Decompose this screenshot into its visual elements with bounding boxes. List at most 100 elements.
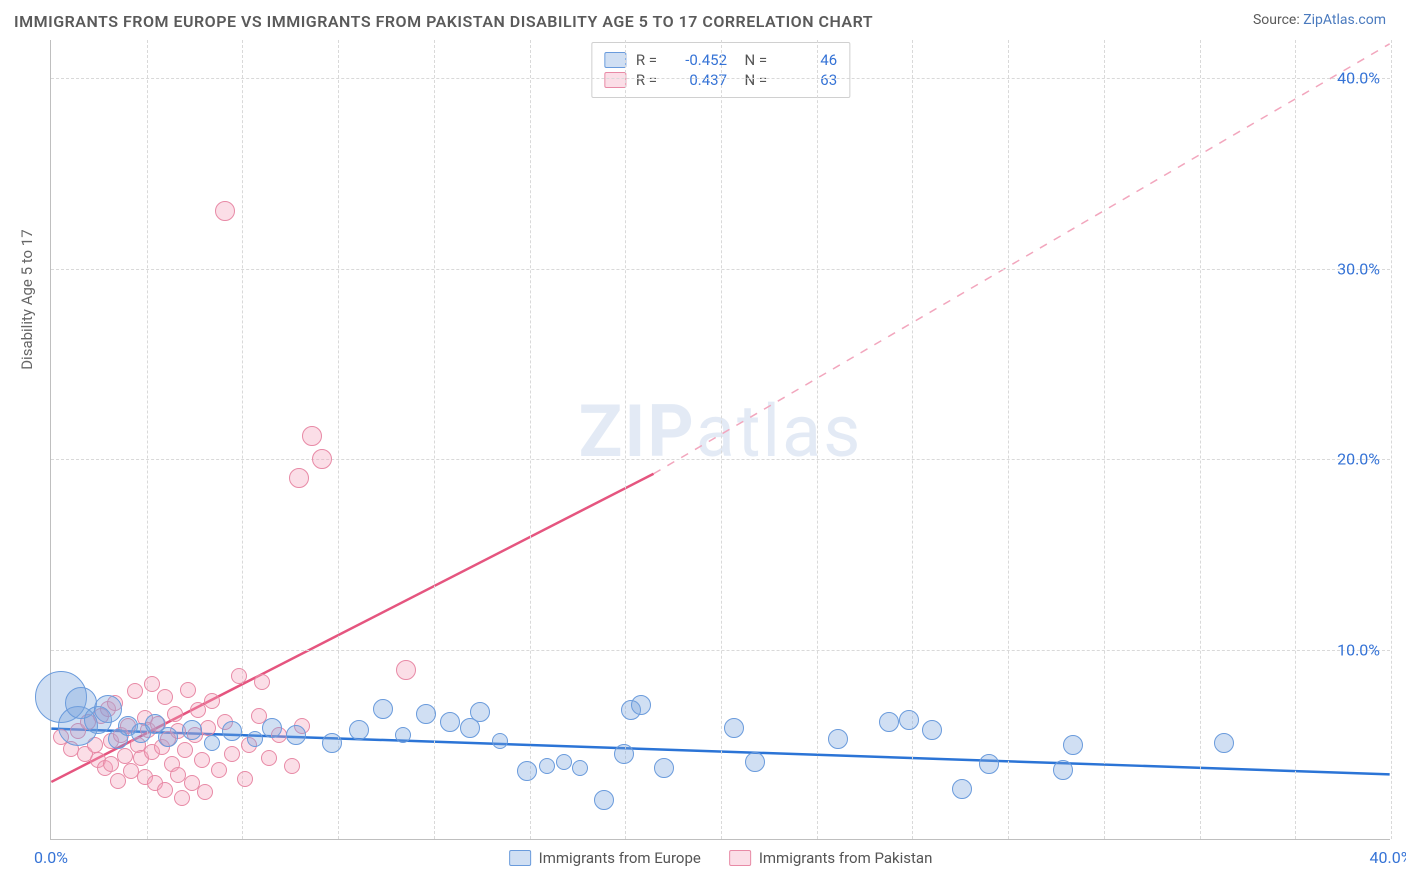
r-value-pakistan: 0.437 xyxy=(667,71,727,89)
series-legend: Immigrants from Europe Immigrants from P… xyxy=(509,849,933,867)
point-pakistan xyxy=(157,689,173,705)
point-pakistan xyxy=(157,782,173,798)
n-label: N = xyxy=(737,71,767,89)
source-link[interactable]: ZipAtlas.com xyxy=(1303,12,1386,28)
point-europe xyxy=(322,733,342,753)
point-pakistan xyxy=(396,660,416,680)
point-europe xyxy=(349,720,369,740)
point-europe xyxy=(745,752,765,772)
point-pakistan xyxy=(231,668,247,684)
swatch-europe xyxy=(604,52,626,68)
r-label: R = xyxy=(636,51,657,69)
y-tick-label: 40.0% xyxy=(1337,69,1380,88)
point-europe xyxy=(899,710,919,730)
point-pakistan xyxy=(200,720,216,736)
point-europe xyxy=(247,731,263,747)
point-europe xyxy=(654,758,674,778)
point-pakistan xyxy=(180,682,196,698)
point-pakistan xyxy=(312,449,332,469)
point-europe xyxy=(572,760,588,776)
gridline-v xyxy=(338,40,339,839)
point-europe xyxy=(286,725,306,745)
point-europe xyxy=(979,754,999,774)
point-pakistan xyxy=(211,762,227,778)
point-europe xyxy=(828,729,848,749)
point-pakistan xyxy=(289,468,309,488)
point-europe xyxy=(395,727,411,743)
point-europe xyxy=(158,727,178,747)
point-europe xyxy=(470,702,490,722)
point-europe xyxy=(373,699,393,719)
point-europe xyxy=(222,721,242,741)
swatch-pakistan xyxy=(604,72,626,88)
gridline-v xyxy=(721,40,722,839)
point-europe xyxy=(724,718,744,738)
gridline-v xyxy=(1104,40,1105,839)
point-europe xyxy=(94,695,122,723)
point-pakistan xyxy=(197,784,213,800)
swatch-europe xyxy=(509,850,531,866)
legend-item-pakistan: Immigrants from Pakistan xyxy=(729,849,933,867)
point-europe xyxy=(492,733,508,749)
gridline-v xyxy=(817,40,818,839)
point-pakistan xyxy=(177,742,193,758)
point-europe xyxy=(1214,733,1234,753)
series-label-pakistan: Immigrants from Pakistan xyxy=(759,849,933,867)
point-europe xyxy=(594,790,614,810)
source-credit: Source: ZipAtlas.com xyxy=(1253,12,1386,28)
gridline-v xyxy=(1391,40,1392,839)
point-europe xyxy=(182,720,202,740)
gridline-v xyxy=(1295,40,1296,839)
point-europe xyxy=(539,758,555,774)
point-europe xyxy=(262,718,282,738)
point-pakistan xyxy=(194,752,210,768)
point-europe xyxy=(556,754,572,770)
point-pakistan xyxy=(284,758,300,774)
point-pakistan xyxy=(204,693,220,709)
point-pakistan xyxy=(254,674,270,690)
source-label: Source: xyxy=(1253,12,1303,28)
legend-item-europe: Immigrants from Europe xyxy=(509,849,701,867)
y-tick-label: 20.0% xyxy=(1337,450,1380,469)
point-europe xyxy=(517,761,537,781)
series-label-europe: Immigrants from Europe xyxy=(539,849,701,867)
point-europe xyxy=(1053,760,1073,780)
y-axis-label: Disability Age 5 to 17 xyxy=(18,229,36,369)
chart-title: IMMIGRANTS FROM EUROPE VS IMMIGRANTS FRO… xyxy=(14,12,873,31)
x-tick-label: 40.0% xyxy=(1370,848,1406,867)
point-europe xyxy=(631,695,651,715)
point-europe xyxy=(879,712,899,732)
gridline-v xyxy=(242,40,243,839)
gridline-v xyxy=(1200,40,1201,839)
r-value-europe: -0.452 xyxy=(667,51,727,69)
point-pakistan xyxy=(144,676,160,692)
point-europe xyxy=(952,779,972,799)
point-pakistan xyxy=(167,706,183,722)
n-value-europe: 46 xyxy=(777,51,837,69)
point-pakistan xyxy=(224,746,240,762)
gridline-v xyxy=(1008,40,1009,839)
n-label: N = xyxy=(737,51,767,69)
point-europe xyxy=(922,720,942,740)
point-europe xyxy=(440,712,460,732)
y-tick-label: 10.0% xyxy=(1337,640,1380,659)
gridline-v xyxy=(530,40,531,839)
point-pakistan xyxy=(174,790,190,806)
point-pakistan xyxy=(261,750,277,766)
y-tick-label: 30.0% xyxy=(1337,259,1380,278)
x-tick-label: 0.0% xyxy=(34,848,68,867)
point-europe xyxy=(614,744,634,764)
plot-area: ZIPatlas R = -0.452 N = 46 R = 0.437 N =… xyxy=(50,40,1390,840)
n-value-pakistan: 63 xyxy=(777,71,837,89)
point-pakistan xyxy=(127,683,143,699)
point-pakistan xyxy=(302,426,322,446)
r-label: R = xyxy=(636,71,657,89)
point-europe xyxy=(1063,735,1083,755)
point-pakistan xyxy=(237,771,253,787)
trend-line xyxy=(654,44,1390,474)
point-europe xyxy=(204,735,220,751)
point-pakistan xyxy=(215,201,235,221)
point-pakistan xyxy=(117,748,133,764)
point-europe xyxy=(416,704,436,724)
swatch-pakistan xyxy=(729,850,751,866)
